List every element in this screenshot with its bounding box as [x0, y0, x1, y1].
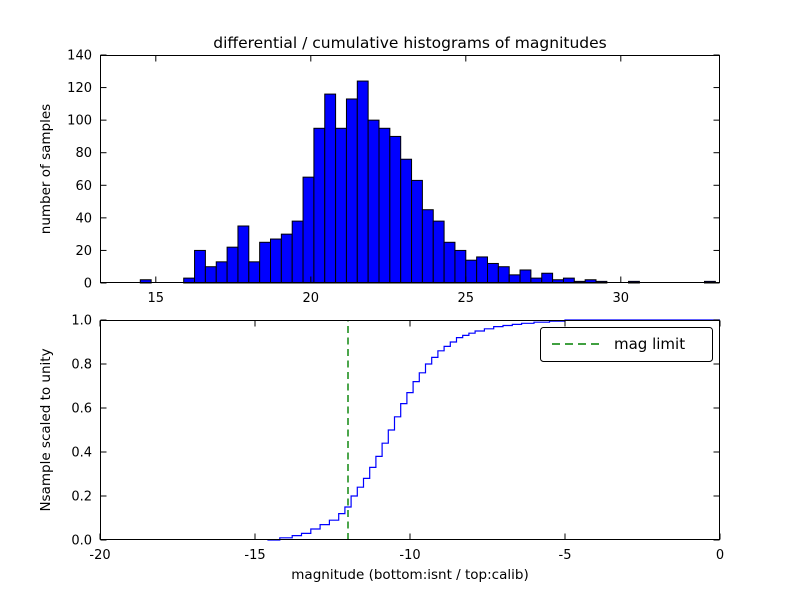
legend: mag limit	[540, 327, 713, 362]
x-tick-label: 25	[458, 291, 475, 306]
x-tick-label: 20	[303, 291, 320, 306]
histogram-bar	[508, 274, 521, 284]
histogram-bar	[226, 246, 239, 284]
histogram-bar	[411, 179, 423, 284]
histogram-bar	[302, 176, 315, 284]
y-tick-label: 60	[75, 179, 92, 194]
y-tick-label: 100	[67, 114, 92, 129]
histogram-bar	[519, 269, 532, 284]
histogram-bar	[270, 238, 282, 284]
x-axis-label: magnitude (bottom:isnt / top:calib)	[291, 567, 529, 583]
histogram-bar	[454, 249, 467, 284]
histogram-bar	[248, 261, 261, 284]
y-tick-label: 20	[75, 244, 92, 259]
axes: -20 -15 -10 -5 0 0.0 0.2 0.4 0.6 0.8 1.0	[71, 314, 724, 564]
histogram-bar	[194, 249, 206, 284]
histogram-bar	[378, 127, 391, 284]
histogram-bar	[313, 127, 326, 284]
histogram-bar	[291, 220, 304, 284]
histogram-bar	[237, 225, 250, 284]
y-tick-label: 80	[75, 146, 92, 161]
histogram-bar	[476, 256, 488, 284]
axes: 15 20 25 30 0 20 40 60 80 100 120 140	[67, 49, 720, 306]
histogram-bar	[541, 272, 554, 284]
histogram-bar	[421, 209, 434, 284]
histogram-bar	[356, 80, 369, 284]
histogram-bar	[259, 241, 271, 284]
y-tick-label: 0.4	[71, 446, 92, 461]
histogram-bar	[432, 220, 445, 284]
differential-histogram-plot: 15 20 25 30 0 20 40 60 80 100 120 140	[67, 49, 720, 306]
histogram-bars	[139, 80, 716, 284]
cumulative-curve	[267, 319, 720, 541]
top-y-axis-label: number of samples	[38, 103, 54, 235]
x-tick-label: 0	[716, 548, 724, 563]
histogram-bar	[487, 262, 499, 284]
histogram-bar	[400, 158, 413, 284]
y-tick-label: 0.8	[71, 358, 92, 373]
x-tick-label: -5	[559, 548, 572, 563]
y-tick-label: 120	[67, 81, 92, 96]
x-tick-label: 15	[148, 291, 165, 306]
y-tick-label: 40	[75, 211, 92, 226]
histogram-bar	[465, 259, 478, 284]
figure-title: differential / cumulative histograms of …	[213, 34, 607, 52]
x-tick-label: -10	[399, 548, 420, 563]
x-tick-label: -20	[89, 548, 110, 563]
histogram-bar	[389, 135, 402, 284]
histogram-bar	[443, 241, 456, 284]
histogram-bar	[497, 266, 510, 284]
axes-border	[100, 55, 720, 283]
y-tick-label: 1.0	[71, 314, 92, 329]
histogram-bar	[345, 98, 358, 284]
histogram-bar	[324, 93, 337, 284]
y-tick-label: 0.6	[71, 402, 92, 417]
x-tick-label: 30	[613, 291, 630, 306]
y-tick-label: 0.2	[71, 490, 92, 505]
bottom-y-axis-label: Nsample scaled to unity	[38, 348, 54, 512]
histogram-bar	[215, 261, 228, 284]
cumulative-histogram-plot: mag limit -20 -15 -10 -5 0 0.0 0.2 0.4 0.6 0.8 1.0	[71, 314, 724, 564]
legend-label: mag limit	[614, 335, 685, 353]
legend-box	[540, 327, 713, 362]
y-tick-label: 140	[67, 49, 92, 64]
histogram-bar	[204, 266, 217, 284]
histogram-bar	[280, 233, 293, 284]
histogram-bar	[335, 127, 347, 284]
x-tick-label: -15	[244, 548, 265, 563]
histogram-bar	[367, 119, 380, 284]
y-tick-label: 0	[84, 277, 92, 292]
y-tick-label: 0.0	[71, 534, 92, 549]
